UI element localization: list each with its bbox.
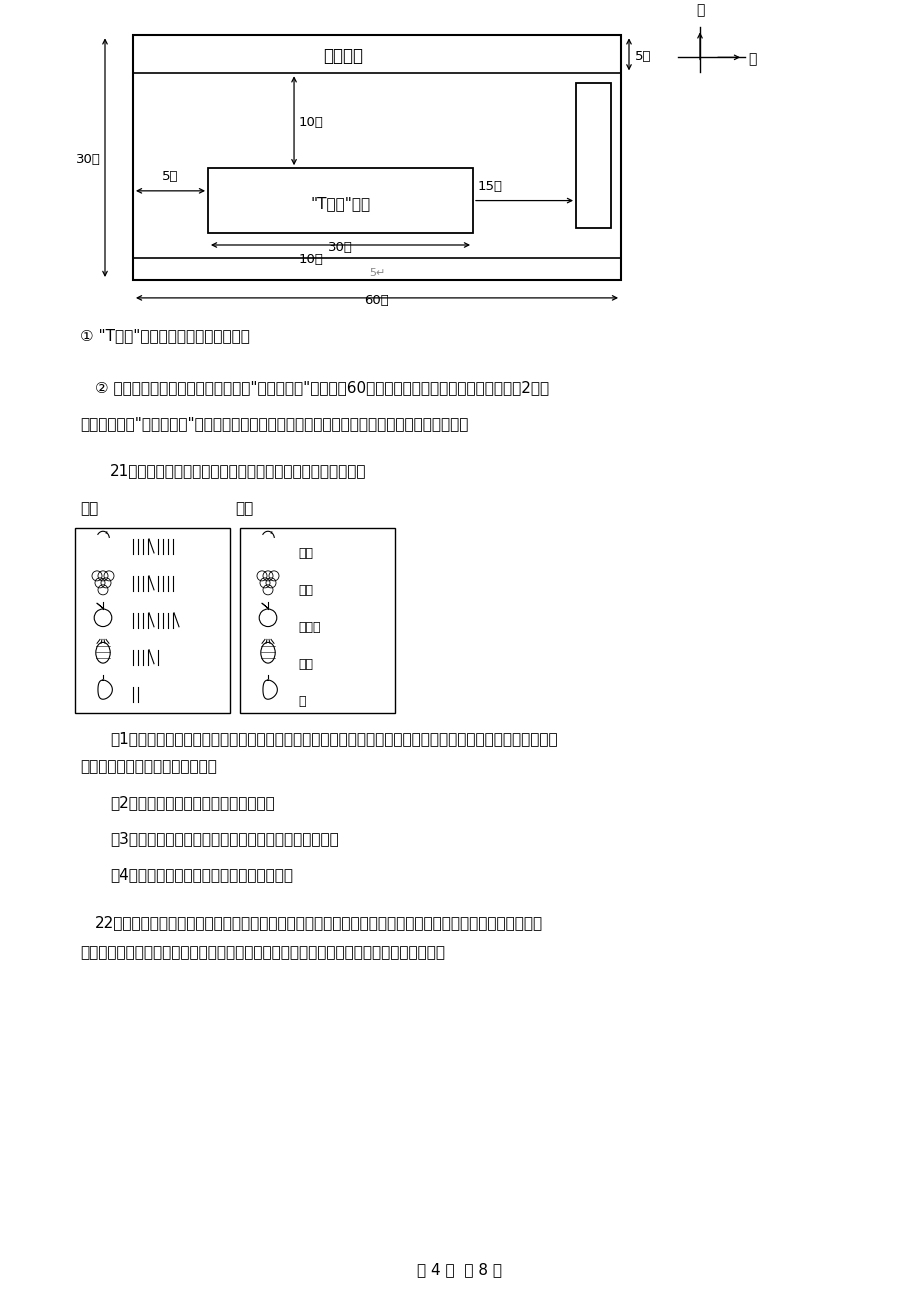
Text: 跳蚤市场: 跳蚤市场 xyxy=(323,47,362,65)
Text: 22．亲爱的同学，五年的小学时光即将结束。在数学学习中，你学习了知识，也获得了解决问题的许多策略与: 22．亲爱的同学，五年的小学时光即将结束。在数学学习中，你学习了知识，也获得了解… xyxy=(95,915,542,930)
Text: 第 4 页  共 8 页: 第 4 页 共 8 页 xyxy=(417,1263,502,1277)
Text: 正正一: 正正一 xyxy=(298,621,320,634)
Bar xyxy=(133,35,620,280)
Text: 正一: 正一 xyxy=(298,659,312,672)
Text: 东: 东 xyxy=(747,52,755,66)
Text: 正正: 正正 xyxy=(298,547,312,560)
Text: 15米: 15米 xyxy=(478,180,503,193)
Bar xyxy=(575,83,610,228)
Text: （1）同学们最喜欢的水果是（　　），有（　　）人。喜欢吃葡萄的有（　　）人，喜欢吃菠萝的有（　　）: （1）同学们最喜欢的水果是（ ），有（ ）人。喜欢吃葡萄的有（ ）人，喜欢吃菠萝… xyxy=(110,732,557,746)
Text: （2）这次参加调查的学生共有多少人？: （2）这次参加调查的学生共有多少人？ xyxy=(110,796,275,810)
Text: 30米: 30米 xyxy=(328,241,353,254)
Text: （3）如果老师让你整理调查结果，你会怎样记录数据？: （3）如果老师让你整理调查结果，你会怎样记录数据？ xyxy=(110,831,338,846)
Text: 60米: 60米 xyxy=(364,294,389,307)
Text: 人，喜欢吃香蕉的有（　　）人。: 人，喜欢吃香蕉的有（ ）人。 xyxy=(80,759,217,773)
Text: ① "T台秀"舞台的面积是多少平方米？: ① "T台秀"舞台的面积是多少平方米？ xyxy=(80,328,250,342)
Text: 30米: 30米 xyxy=(75,154,100,167)
Text: 北: 北 xyxy=(695,4,703,17)
Text: （4）如要召开联欢会，应该怎样购买水果？: （4）如要召开联欢会，应该怎样购买水果？ xyxy=(110,867,292,881)
Text: 丁: 丁 xyxy=(298,695,305,708)
Text: 于东: 于东 xyxy=(234,501,253,517)
Text: 5↵: 5↵ xyxy=(369,268,385,277)
Bar xyxy=(75,529,230,713)
Text: 10米: 10米 xyxy=(299,254,323,267)
Bar xyxy=(208,168,472,233)
Text: "T台秀"舞台: "T台秀"舞台 xyxy=(310,197,370,211)
Text: 方法，你印象最深的是哪种？请你试着举出一个运用这种方法（或策略）解决问题的例子。: 方法，你印象最深的是哪种？请你试着举出一个运用这种方法（或策略）解决问题的例子。 xyxy=(80,945,445,960)
Text: 21．下面是王红和于东调查全班同学最喜欢吃的水果的结果。: 21．下面是王红和于东调查全班同学最喜欢吃的水果的结果。 xyxy=(110,464,366,479)
Bar xyxy=(240,529,394,713)
Text: ② 现在准备在操场上搭设一个长方形"扎染小课堂"，面积是60平方米，且与其他活动区域的间隔至少2米。: ② 现在准备在操场上搭设一个长方形"扎染小课堂"，面积是60平方米，且与其他活动… xyxy=(95,380,549,395)
Text: 正正: 正正 xyxy=(298,585,312,598)
Text: 王红: 王红 xyxy=(80,501,98,517)
Text: 如何安排这个"扎染小课堂"的活动场地？请在操场示意图中画出它的位置，并标出相应的数据。: 如何安排这个"扎染小课堂"的活动场地？请在操场示意图中画出它的位置，并标出相应的… xyxy=(80,415,468,431)
Text: 5米: 5米 xyxy=(162,169,178,182)
Text: 10米: 10米 xyxy=(299,116,323,129)
Text: 5米: 5米 xyxy=(634,49,651,62)
